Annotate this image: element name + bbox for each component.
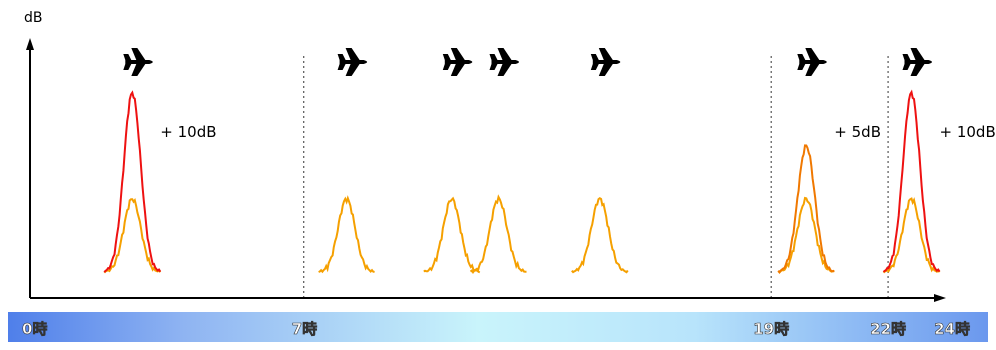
airplane-icon xyxy=(902,48,932,76)
airplane-icon xyxy=(797,48,827,76)
penalty-labels: + 10dB + 5dB + 10dB xyxy=(160,123,995,141)
noise-curve-base xyxy=(777,196,835,274)
y-axis-arrow xyxy=(26,38,34,50)
tick-label-19: 19時 xyxy=(753,320,789,338)
time-bar xyxy=(8,312,988,342)
tick-label-22: 22時 xyxy=(870,320,906,338)
airplane-icon xyxy=(337,48,368,76)
airplane-icon xyxy=(123,48,153,76)
airplane-icon xyxy=(489,48,519,76)
noise-curve-weighted xyxy=(103,90,162,273)
axes: dB xyxy=(24,10,946,302)
noise-curve-weighted xyxy=(777,144,835,274)
penalty-label: + 10dB xyxy=(940,123,996,141)
noise-curve-base xyxy=(469,194,527,274)
x-axis-arrow xyxy=(934,294,946,302)
noise-curve-base xyxy=(882,197,941,274)
noise-curve-base xyxy=(318,195,375,274)
period-boundaries xyxy=(303,56,889,298)
tick-label-7: 7時 xyxy=(292,320,317,338)
noise-curves xyxy=(103,89,941,274)
noise-curve-base xyxy=(423,196,481,274)
aircraft-icons xyxy=(123,48,932,76)
noise-curve-weighted xyxy=(882,89,941,273)
airplane-icon xyxy=(442,48,473,76)
tick-label-24: 24時 xyxy=(934,320,970,338)
y-axis-label: dB xyxy=(24,10,43,26)
noise-curve-base xyxy=(571,196,629,274)
tick-label-0: 0時 xyxy=(22,320,47,338)
penalty-label: + 10dB xyxy=(160,123,216,141)
penalty-label: + 5dB xyxy=(834,123,881,141)
airplane-icon xyxy=(590,48,621,76)
noise-curve-base xyxy=(103,197,162,274)
